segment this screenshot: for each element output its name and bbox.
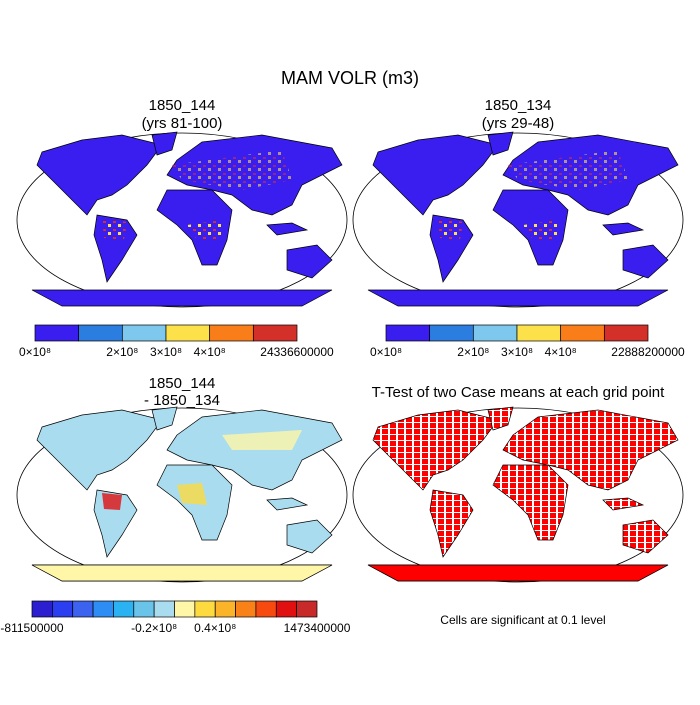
colorbar-label: 1473400000 <box>284 621 351 635</box>
colorbar-label: 2×10⁸ <box>457 345 489 359</box>
colorbar-box <box>113 600 135 618</box>
colorbar-box <box>31 600 53 618</box>
colorbar-box <box>52 600 74 618</box>
colorbar-box <box>252 324 298 342</box>
colorbar-box <box>275 600 297 618</box>
map <box>352 406 684 583</box>
panel-title: T-Test of two Case means at each grid po… <box>372 384 665 401</box>
colorbar-box <box>214 600 236 618</box>
colorbar-label: -811500000 <box>0 621 63 635</box>
colorbar-label: 4×10⁸ <box>194 345 226 359</box>
map <box>16 131 348 308</box>
colorbar-box <box>209 324 254 342</box>
colorbar-label: 3×10⁸ <box>501 345 533 359</box>
colorbar-label: 24336600000 <box>260 345 334 359</box>
colorbar-label: 0.4×10⁸ <box>194 621 236 635</box>
colorbar-box <box>255 600 277 618</box>
colorbar-box <box>121 324 167 342</box>
panel-title: - 1850_134 <box>144 392 220 409</box>
colorbar-box <box>194 600 216 618</box>
colorbar-box <box>153 600 175 618</box>
colorbar-label: 0×10⁸ <box>370 345 402 359</box>
colorbar-box <box>560 324 605 342</box>
panel-title: 1850_134 <box>485 97 552 114</box>
colorbar-box <box>34 324 80 342</box>
colorbar-label: 4×10⁸ <box>545 345 577 359</box>
panel-title: 1850_144 <box>149 375 216 392</box>
map <box>352 131 684 308</box>
colorbar-box <box>429 324 474 342</box>
figure-title: MAM VOLR (m3) <box>281 68 419 88</box>
colorbar-box <box>72 600 94 618</box>
colorbar-box <box>472 324 518 342</box>
colorbar-box <box>516 324 562 342</box>
colorbar-label: 3×10⁸ <box>150 345 182 359</box>
colorbar-label: 0×10⁸ <box>19 345 51 359</box>
colorbar-label: 22888200000 <box>611 345 685 359</box>
colorbar-box <box>78 324 123 342</box>
colorbar-box <box>296 600 318 618</box>
colorbar-box <box>174 600 196 618</box>
colorbar-box <box>165 324 211 342</box>
colorbar-label: -0.2×10⁸ <box>131 621 177 635</box>
colorbar-box <box>133 600 155 618</box>
colorbar-box <box>92 600 114 618</box>
panel-title: 1850_144 <box>149 97 216 114</box>
colorbar-label: 2×10⁸ <box>106 345 138 359</box>
footnote: Cells are significant at 0.1 level <box>440 613 605 627</box>
colorbar-box <box>235 600 257 618</box>
colorbar-box <box>385 324 431 342</box>
panel-title: (yrs 29-48) <box>482 115 555 132</box>
colorbar-box <box>603 324 649 342</box>
panel-title: (yrs 81-100) <box>142 115 223 132</box>
map <box>16 406 348 583</box>
